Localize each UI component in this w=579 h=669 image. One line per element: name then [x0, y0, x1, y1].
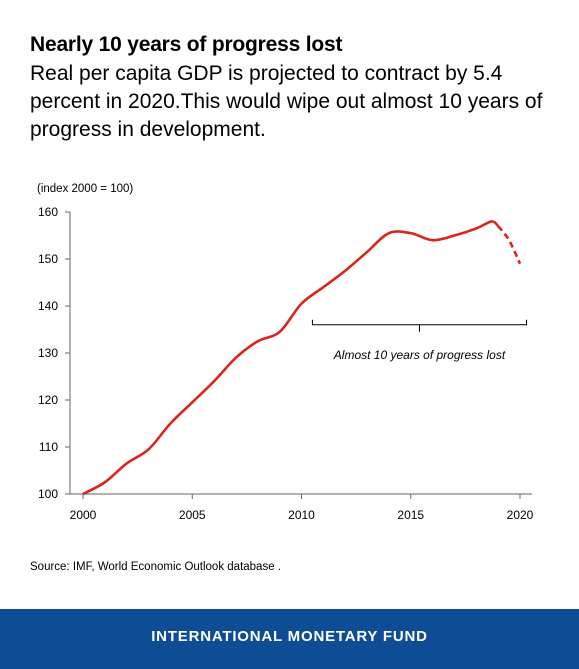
x-tick-label: 2015 [397, 508, 424, 522]
gdp-line [82, 220, 500, 496]
y-tick-label: 100 [38, 487, 58, 501]
y-tick-label: 130 [38, 346, 58, 360]
y-tick-label: 150 [38, 252, 58, 266]
chart-title: Nearly 10 years of progress lost [30, 33, 343, 56]
series-layer [82, 220, 522, 496]
y-tick-label: 120 [38, 393, 58, 407]
projection-line [497, 225, 522, 265]
y-tick-label: 160 [38, 205, 58, 219]
y-tick-label: 110 [39, 440, 58, 454]
axes: 160 150 140 130 120 110 100 2000 2005 2010 2015 202… [38, 205, 534, 522]
x-tick-label: 2010 [288, 508, 315, 522]
y-tick-label: 140 [38, 299, 58, 313]
annotation-label: Almost 10 years of progress lost [333, 348, 506, 362]
chart-subtitle: Real per capita GDP is projected to cont… [30, 62, 543, 141]
footer-org-name: INTERNATIONAL MONETARY FUND [151, 628, 428, 645]
unit-label: (index 2000 = 100) [37, 183, 133, 195]
source-note: Source: IMF, World Economic Outlook data… [30, 561, 281, 573]
x-tick-label: 2020 [507, 508, 534, 522]
footer-banner: INTERNATIONAL MONETARY FUND [0, 609, 579, 669]
annotation-bracket [311, 319, 528, 332]
x-tick-label: 2000 [70, 508, 97, 522]
annotation: Almost 10 years of progress lost [311, 319, 528, 362]
x-tick-label: 2005 [179, 508, 206, 522]
gdp-line-chart: (index 2000 = 100) 160 150 140 130 120 110 100… [37, 183, 534, 522]
